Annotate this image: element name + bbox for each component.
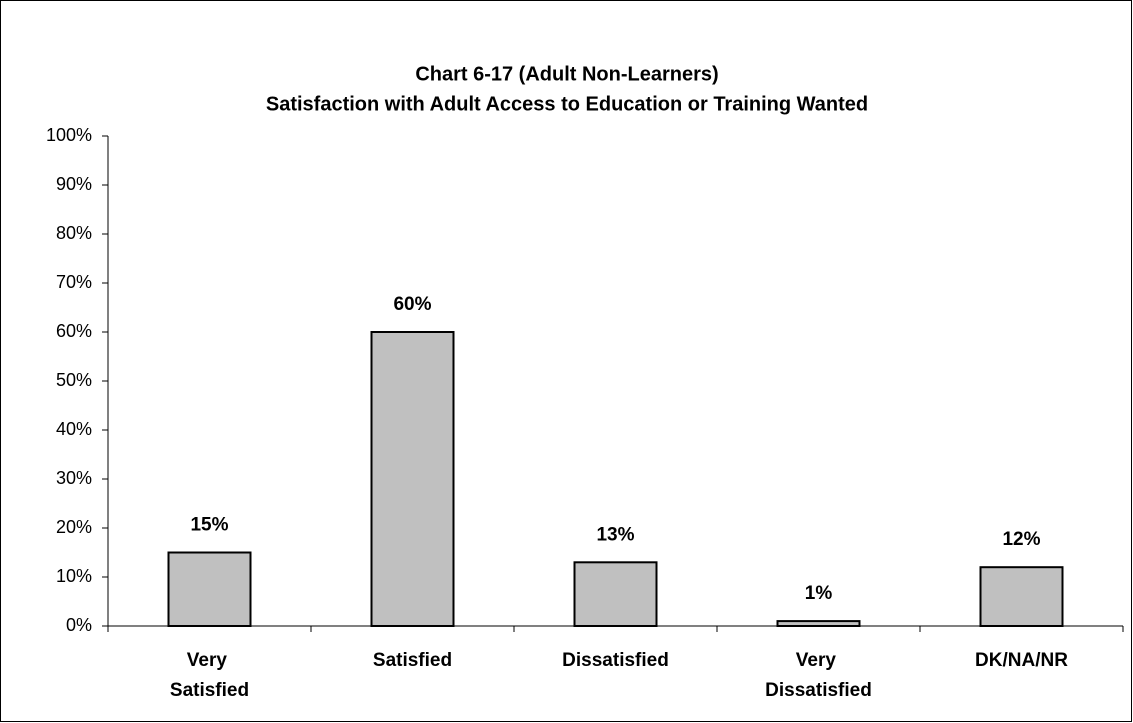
y-tick-label: 90%	[56, 174, 92, 194]
bar	[370, 331, 455, 627]
y-tick-label: 100%	[46, 125, 92, 145]
x-tick-label: Dissatisfied	[562, 650, 669, 671]
y-tick-label: 20%	[56, 517, 92, 537]
bar	[776, 620, 861, 627]
y-tick-label: 40%	[56, 419, 92, 439]
x-tick-label: DK/NA/NR	[975, 650, 1068, 671]
x-tick-label: Very Satisfied	[170, 650, 249, 701]
value-label: 15%	[190, 515, 228, 536]
y-tick-label: 10%	[56, 566, 92, 586]
value-label: 1%	[805, 583, 833, 604]
chart-title: Chart 6-17 (Adult Non-Learners)	[415, 63, 718, 85]
chart-subtitle: Satisfaction with Adult Access to Educat…	[266, 93, 868, 115]
x-tick-label: Satisfied	[373, 650, 452, 671]
bar	[573, 561, 658, 627]
value-label: 60%	[393, 294, 431, 315]
y-tick-label: 80%	[56, 223, 92, 243]
y-tick-label: 30%	[56, 468, 92, 488]
y-tick-label: 60%	[56, 321, 92, 341]
y-tick-label: 0%	[66, 615, 92, 635]
bar	[167, 551, 252, 627]
y-tick-label: 50%	[56, 370, 92, 390]
x-tick-label: Very Dissatisfied	[765, 650, 872, 701]
y-tick-label: 70%	[56, 272, 92, 292]
value-label: 12%	[1002, 529, 1040, 550]
value-label: 13%	[596, 524, 634, 545]
bar	[979, 566, 1064, 628]
